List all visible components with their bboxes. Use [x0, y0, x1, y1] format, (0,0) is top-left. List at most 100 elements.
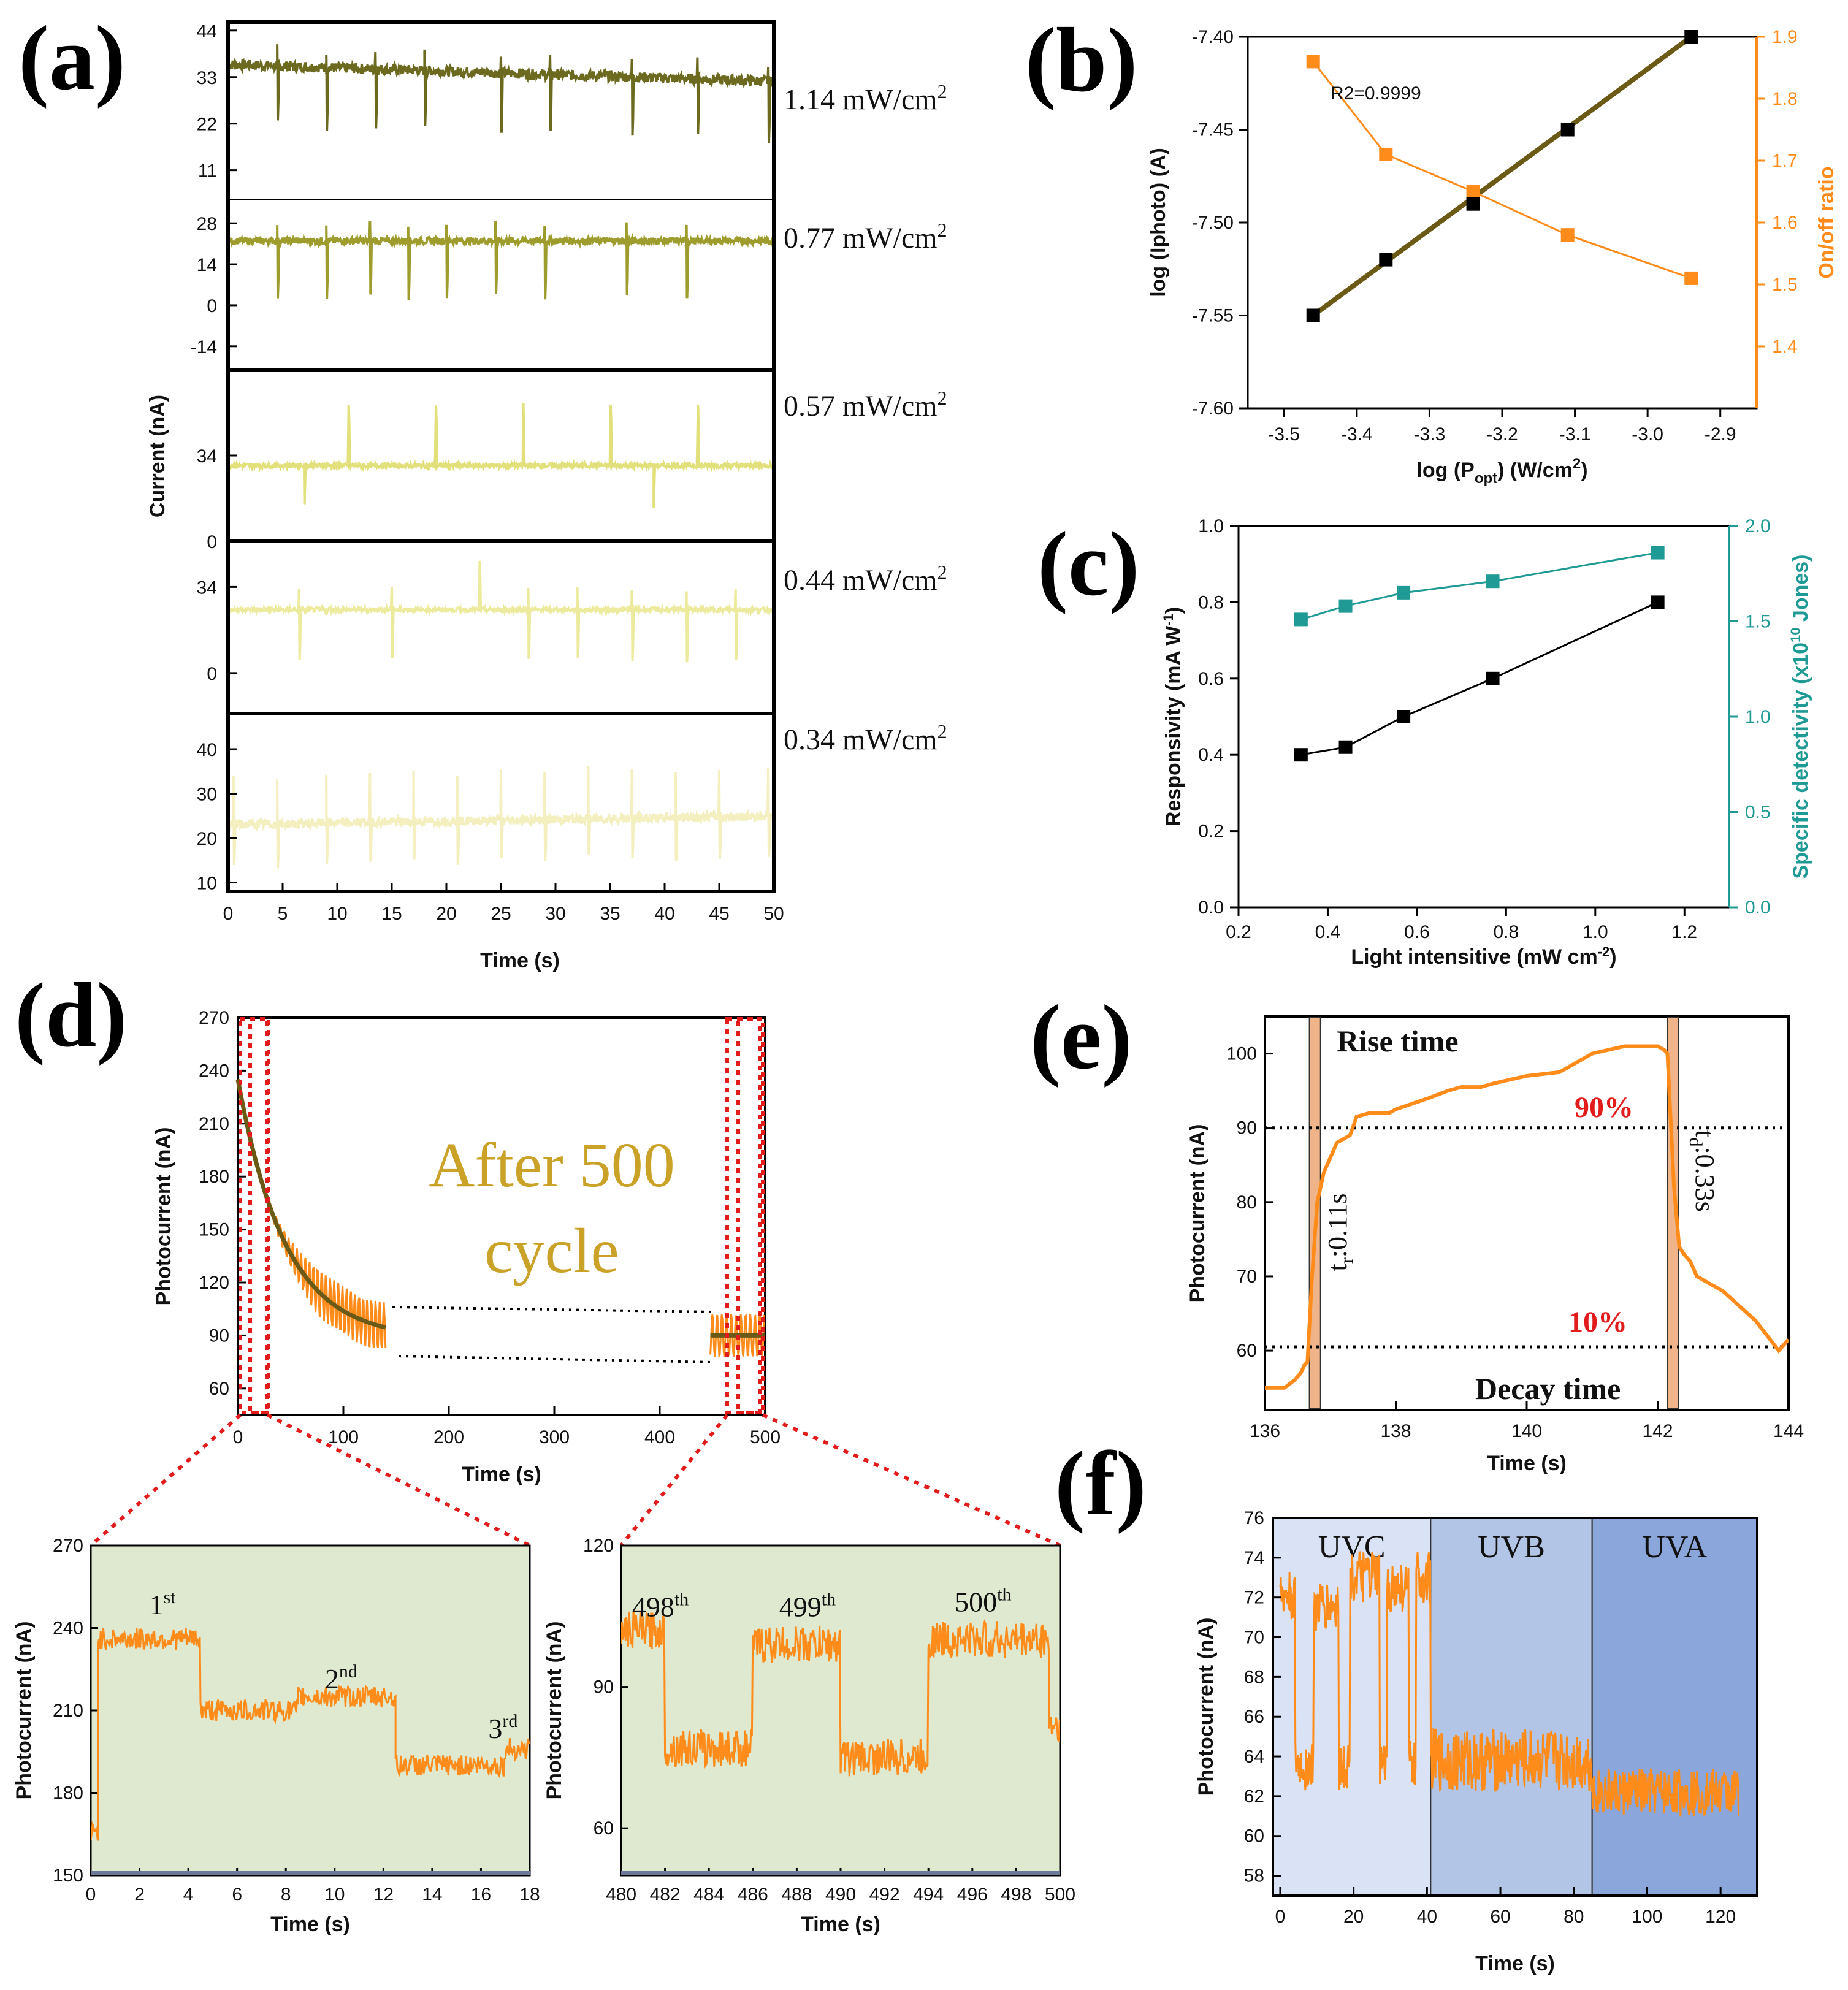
- a-ytick-label: 11: [198, 161, 217, 181]
- e-x-axis-title: Time (s): [1487, 1452, 1567, 1475]
- f-xtick-label: 100: [1632, 1907, 1662, 1927]
- e-xtick-label: 140: [1511, 1421, 1542, 1441]
- f-ytick-label: 70: [1244, 1628, 1264, 1648]
- c-ytick-label: 0.2: [1198, 822, 1224, 842]
- inset-xtick-label: 6: [232, 1885, 242, 1905]
- a-trace-0: [228, 44, 774, 143]
- a-ytick-label: 10: [197, 874, 217, 894]
- inset-xtick-label: 480: [606, 1885, 636, 1905]
- d-xtick-label: 200: [433, 1427, 464, 1447]
- d-inset-last-cycles: 480 482 484 486 488 490 492 494 496 498 500 60 90 120…: [543, 1536, 1075, 1936]
- b-ytick-label: -7.50: [1192, 213, 1234, 233]
- b-photo-point: [1466, 197, 1480, 211]
- b-ytick-label: -7.55: [1192, 306, 1234, 326]
- c-xtick-label: 1.2: [1671, 922, 1697, 942]
- c-xtick-label: 0.2: [1226, 922, 1251, 942]
- d-ytick-label: 210: [199, 1114, 229, 1134]
- inset-ytick-label: 240: [53, 1618, 83, 1639]
- a-xtick-label: 15: [381, 904, 402, 924]
- inset-xtick-label: 4: [183, 1885, 194, 1905]
- inset-xtick-label: 484: [693, 1885, 724, 1905]
- inset-xtick-label: 498: [1001, 1885, 1031, 1905]
- inset-ytick-label: 60: [594, 1818, 614, 1839]
- c-plot: 0.2 0.4 0.6 0.8 1.0 1.20.00.20.40.60.81.00.00…: [1198, 516, 1770, 942]
- e-rise-time-label: Rise time: [1337, 1024, 1459, 1058]
- b-right-ytick-label: 1.5: [1772, 275, 1798, 295]
- e-90-percent-label: 90%: [1575, 1091, 1633, 1124]
- c-right-ytick-label: 0.0: [1745, 898, 1771, 918]
- inset-ytick-label: 150: [53, 1866, 83, 1886]
- d-xtick-label: 300: [539, 1427, 570, 1447]
- d2-x-axis-title: Time (s): [801, 1913, 880, 1936]
- a-series-label-4: 0.34 mW/cm2: [784, 720, 947, 756]
- f-xtick-label: 20: [1343, 1907, 1364, 1927]
- c-right-ytick-label: 2.0: [1745, 516, 1771, 536]
- e-ytick-label: 90: [1237, 1118, 1257, 1138]
- a-ytick-label: -14: [191, 337, 217, 357]
- c-detectivity-point: [1294, 612, 1308, 627]
- a-xtick-label: 10: [327, 904, 347, 924]
- d-ytick-label: 90: [209, 1325, 229, 1346]
- c-responsivity-line: [1300, 601, 1659, 756]
- a-trace-4: [228, 766, 774, 869]
- inset-ytick-label: 120: [583, 1536, 614, 1556]
- b-right-ytick-label: 1.4: [1772, 337, 1798, 357]
- panel-letter-d: (d): [15, 964, 127, 1066]
- b-onoff-point: [1560, 228, 1575, 242]
- e-rise-time-value: tr:0.11s: [1323, 1194, 1357, 1271]
- c-detectivity-point: [1397, 585, 1411, 600]
- f-ytick-label: 58: [1244, 1866, 1264, 1886]
- d-zoom-line: [762, 1413, 1061, 1547]
- d-zoom-line: [266, 1413, 531, 1547]
- inset-xtick-label: 500: [1045, 1885, 1075, 1905]
- a-ytick-label: 20: [197, 829, 217, 849]
- inset-cycle-label: 2nd: [325, 1661, 357, 1695]
- panel-b-log-photocurrent-chart: -3.5 -3.4 -3.3 -3.2 -3.1 -3.0 -2.9 -7.60 -7.55 -7…: [1147, 27, 1838, 487]
- panel-letter-e: (e): [1030, 986, 1132, 1088]
- d-ytick-label: 240: [199, 1061, 229, 1081]
- d1-frame: [90, 1544, 531, 1877]
- c-y-axis-title: Responsivity (mA W-1): [1161, 607, 1185, 826]
- f-photocurrent-trace: [1279, 1550, 1740, 1817]
- b-x-axis-title: log (Popt) (W/cm2): [1416, 456, 1587, 487]
- d-ytick-label: 150: [199, 1220, 229, 1240]
- d-xtick-label: 100: [328, 1427, 359, 1447]
- a-series-label-0: 1.14 mW/cm2: [784, 80, 947, 116]
- c-detectivity-point: [1651, 546, 1665, 560]
- e-plot: 136 138 140 142 144 60 70 80 90 100: [1226, 1017, 1804, 1441]
- a-xtick-label: 35: [600, 904, 620, 924]
- d1-plot: 0 2 4 6 8 10 12 14 16 18 150 180 210 240 270 1st 2nd 3rd: [53, 1536, 540, 1905]
- c-xtick-label: 1.0: [1583, 922, 1608, 942]
- b-fit-line: [1312, 34, 1693, 318]
- inset-cycle-label: 1st: [149, 1587, 176, 1620]
- f-ytick-label: 64: [1244, 1747, 1264, 1767]
- c-responsivity-point: [1294, 748, 1308, 762]
- c-responsivity-point: [1397, 710, 1411, 723]
- f-ytick-label: 68: [1244, 1667, 1264, 1687]
- e-photocurrent-trace: [1265, 1044, 1789, 1390]
- f-frame: [1272, 1517, 1758, 1897]
- b-photo-point: [1379, 253, 1393, 267]
- b-onoff-point: [1379, 147, 1393, 161]
- a-xtick-label: 20: [436, 904, 456, 924]
- a-xtick-label: 50: [763, 904, 784, 924]
- d-x-axis-title: Time (s): [462, 1463, 541, 1486]
- e-decay-time-value: td:0.33s: [1686, 1130, 1720, 1212]
- c-x-axis-title: Light intensitive (mW cm-2): [1351, 944, 1616, 969]
- e-ytick-label: 70: [1237, 1267, 1257, 1287]
- b-xtick-label: -3.4: [1341, 424, 1373, 444]
- d1-x-axis-title: Time (s): [270, 1913, 350, 1936]
- d-frame: [237, 1016, 766, 1416]
- panel-c-responsivity-chart: 0.2 0.4 0.6 0.8 1.0 1.20.00.20.40.60.81.00.00…: [1161, 516, 1812, 969]
- d2-plot: 480 482 484 486 488 490 492 494 496 498 500 60 90 120…: [583, 1536, 1075, 1905]
- c-ytick-label: 0.4: [1198, 745, 1224, 765]
- e-xtick-label: 136: [1250, 1421, 1280, 1441]
- e-xtick-label: 144: [1773, 1421, 1804, 1441]
- c-right-ytick-label: 0.5: [1745, 802, 1771, 823]
- d-zoom-line: [90, 1413, 242, 1547]
- a-ytick-label: 22: [197, 115, 217, 135]
- f-ytick-label: 62: [1244, 1786, 1264, 1807]
- inset-xtick-label: 0: [86, 1885, 96, 1905]
- b-ytick-label: -7.45: [1192, 120, 1234, 140]
